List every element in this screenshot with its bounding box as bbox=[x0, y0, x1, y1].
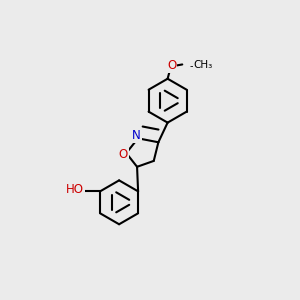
Text: CH₃: CH₃ bbox=[194, 60, 213, 70]
Text: HO: HO bbox=[66, 184, 84, 196]
Text: O: O bbox=[167, 59, 176, 72]
Text: —: — bbox=[189, 61, 199, 70]
Text: N: N bbox=[132, 129, 141, 142]
Text: O: O bbox=[167, 61, 176, 71]
Text: O: O bbox=[119, 148, 128, 161]
